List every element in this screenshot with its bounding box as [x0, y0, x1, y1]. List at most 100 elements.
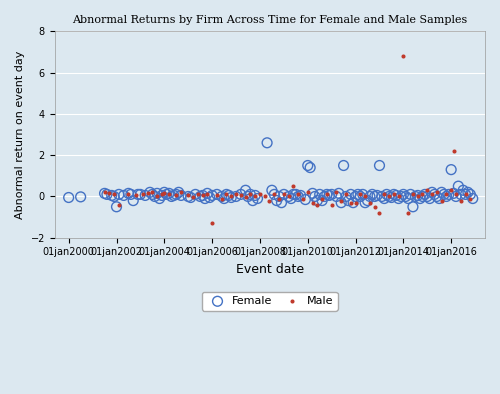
- Female: [177, 192, 185, 199]
- Female: [225, 192, 233, 199]
- Female: [158, 192, 166, 199]
- Female: [326, 192, 334, 199]
- Female: [201, 195, 209, 202]
- Male: [198, 192, 206, 199]
- Female: [366, 193, 374, 200]
- Male: [314, 202, 322, 208]
- Male: [450, 148, 458, 154]
- Female: [445, 191, 453, 197]
- Female: [64, 194, 72, 201]
- Female: [284, 193, 292, 200]
- Female: [376, 162, 384, 169]
- Male: [328, 202, 336, 208]
- Male: [370, 204, 378, 210]
- Female: [335, 190, 343, 197]
- Male: [172, 192, 180, 199]
- Female: [320, 193, 328, 200]
- Female: [426, 195, 434, 202]
- Female: [404, 195, 412, 202]
- Male: [270, 191, 278, 197]
- Female: [242, 187, 250, 193]
- Female: [227, 194, 235, 201]
- X-axis label: Event date: Event date: [236, 263, 304, 276]
- Male: [366, 199, 374, 206]
- Male: [424, 187, 432, 193]
- Female: [442, 193, 450, 200]
- Male: [380, 191, 388, 197]
- Female: [435, 195, 443, 202]
- Male: [222, 191, 230, 197]
- Female: [115, 191, 123, 197]
- Female: [380, 195, 388, 202]
- Male: [385, 193, 393, 200]
- Male: [442, 191, 450, 197]
- Female: [222, 191, 230, 197]
- Male: [414, 193, 422, 200]
- Y-axis label: Abnormal return on event day: Abnormal return on event day: [15, 50, 25, 219]
- Female: [174, 189, 182, 195]
- Male: [110, 191, 118, 197]
- Female: [148, 191, 156, 197]
- Male: [218, 195, 226, 202]
- Male: [204, 191, 212, 197]
- Male: [304, 189, 312, 195]
- Male: [227, 193, 235, 200]
- Male: [144, 190, 152, 197]
- Male: [400, 53, 407, 59]
- Female: [352, 193, 360, 200]
- Female: [347, 191, 355, 197]
- Female: [354, 191, 362, 197]
- Female: [318, 197, 326, 204]
- Female: [108, 192, 116, 199]
- Male: [232, 191, 240, 197]
- Female: [248, 197, 256, 204]
- Female: [349, 199, 357, 206]
- Male: [100, 189, 108, 195]
- Male: [456, 197, 464, 204]
- Male: [251, 193, 259, 200]
- Title: Abnormal Returns by Firm Across Time for Female and Male Samples: Abnormal Returns by Firm Across Time for…: [72, 15, 468, 25]
- Female: [127, 191, 135, 197]
- Male: [284, 193, 292, 200]
- Male: [106, 190, 114, 197]
- Female: [141, 192, 149, 199]
- Female: [306, 164, 314, 171]
- Female: [388, 194, 396, 201]
- Female: [218, 193, 226, 200]
- Male: [433, 189, 441, 195]
- Male: [115, 202, 123, 208]
- Male: [148, 189, 156, 195]
- Female: [466, 191, 474, 197]
- Female: [456, 191, 464, 197]
- Male: [275, 195, 283, 202]
- Male: [418, 191, 426, 197]
- Male: [356, 191, 364, 197]
- Female: [206, 194, 214, 201]
- Female: [316, 191, 324, 197]
- Female: [452, 193, 460, 200]
- Female: [358, 191, 366, 197]
- Male: [347, 199, 355, 206]
- Female: [385, 193, 393, 200]
- Female: [344, 197, 352, 204]
- Female: [294, 193, 302, 200]
- Female: [304, 162, 312, 169]
- Female: [213, 191, 221, 197]
- Female: [382, 191, 390, 197]
- Male: [177, 189, 185, 195]
- Male: [452, 191, 460, 197]
- Male: [184, 192, 192, 199]
- Female: [433, 193, 441, 200]
- Female: [421, 191, 429, 197]
- Male: [160, 190, 168, 197]
- Female: [464, 189, 472, 195]
- Female: [246, 191, 254, 197]
- Female: [172, 191, 180, 197]
- Female: [462, 191, 469, 197]
- Male: [394, 193, 402, 200]
- Female: [103, 191, 111, 197]
- Female: [428, 189, 436, 195]
- Male: [294, 191, 302, 197]
- Female: [364, 197, 372, 204]
- Female: [342, 193, 350, 200]
